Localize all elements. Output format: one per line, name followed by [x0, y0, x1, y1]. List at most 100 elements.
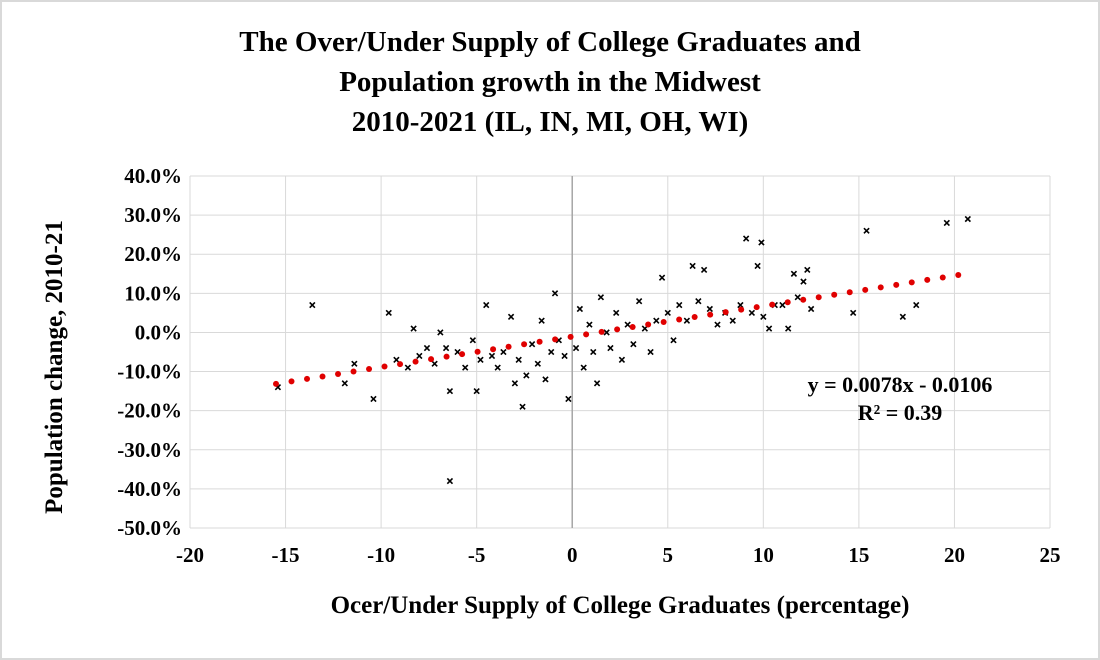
- trendline-dot: [288, 378, 295, 385]
- trendline-dot: [955, 271, 962, 278]
- y-tick-label: 40.0%: [124, 164, 182, 188]
- trendline-dot: [598, 328, 605, 335]
- data-point: [804, 266, 811, 274]
- data-point: [593, 380, 601, 387]
- trendline-dot: [614, 326, 621, 333]
- data-point: [742, 235, 750, 242]
- gridlines: [189, 175, 1051, 529]
- trendline-dot: [769, 301, 776, 308]
- x-tick-label: 0: [567, 543, 578, 567]
- data-point: [494, 364, 501, 371]
- trendline-dot: [784, 299, 791, 306]
- y-tick-label: 30.0%: [124, 203, 182, 227]
- data-point: [534, 360, 541, 367]
- data-points: [274, 215, 971, 485]
- y-axis-ticks: 40.0% 30.0% 20.0% 10.0% 0.0% -10.0% -20.0% -30.…: [117, 164, 182, 540]
- data-point: [597, 294, 605, 301]
- data-point: [658, 274, 666, 281]
- data-point: [446, 387, 454, 395]
- trendline-dot: [490, 346, 497, 353]
- trendline-dot: [304, 375, 311, 382]
- data-point: [586, 321, 593, 328]
- trendline-dot: [908, 279, 915, 286]
- y-tick-label: -30.0%: [117, 438, 182, 462]
- chart-title-line-3: 2010-2021 (IL, IN, MI, OH, WI): [351, 106, 749, 138]
- trendline-dot: [335, 370, 342, 377]
- x-tick-label: 10: [753, 543, 774, 567]
- trendline-dot: [753, 304, 760, 311]
- x-tick-label: 25: [1040, 543, 1061, 567]
- x-tick-label: 20: [944, 543, 965, 567]
- y-tick-label: 10.0%: [124, 281, 182, 305]
- data-point: [785, 325, 792, 332]
- data-point: [385, 309, 392, 317]
- data-point: [341, 380, 348, 387]
- data-point: [507, 313, 515, 320]
- data-point: [488, 352, 496, 360]
- data-point: [309, 301, 316, 309]
- data-point: [624, 321, 631, 328]
- trendline-dot: [428, 356, 435, 363]
- data-point: [899, 313, 907, 320]
- trendline-dot: [660, 318, 667, 325]
- x-tick-label: 5: [663, 543, 674, 567]
- x-axis-ticks: -20 -15 -10 -5 0 5 10 15 20 25: [176, 543, 1061, 567]
- data-point: [603, 329, 610, 336]
- y-tick-label: -50.0%: [117, 516, 182, 540]
- data-point: [511, 380, 519, 387]
- data-point: [477, 356, 484, 363]
- trendline-dot: [474, 348, 481, 355]
- data-point: [551, 290, 559, 297]
- data-point: [469, 337, 477, 344]
- data-point: [670, 337, 677, 344]
- data-point: [473, 387, 480, 395]
- trendline-dot: [443, 353, 450, 360]
- data-point: [790, 270, 798, 277]
- y-tick-label: 0.0%: [135, 320, 182, 344]
- data-point: [483, 301, 490, 309]
- trendline-dot: [505, 343, 512, 350]
- data-point: [572, 344, 580, 352]
- data-point: [528, 341, 536, 348]
- trendline-dot: [567, 333, 574, 340]
- trendline: [273, 271, 962, 387]
- data-point: [590, 348, 597, 356]
- trendline-dot: [831, 291, 838, 298]
- data-point: [462, 364, 469, 371]
- trendline-dot: [583, 331, 590, 338]
- data-point: [794, 294, 801, 301]
- data-point: [351, 360, 358, 367]
- trendline-dot: [552, 336, 559, 343]
- data-point: [523, 372, 530, 379]
- trendline-dot: [815, 294, 822, 301]
- data-point: [548, 348, 555, 356]
- data-point: [618, 356, 626, 363]
- y-tick-label: 20.0%: [124, 242, 182, 266]
- trendline-dot: [381, 363, 388, 370]
- trendline-dot: [800, 296, 807, 303]
- trendline-dot: [707, 311, 714, 318]
- data-point: [607, 344, 614, 352]
- trendline-dot: [366, 366, 373, 373]
- data-point: [404, 364, 412, 371]
- trendline-dot: [536, 338, 543, 345]
- trendline-dot: [412, 358, 419, 365]
- trendline-dot: [893, 281, 900, 288]
- r-squared-label: R² = 0.39: [858, 400, 943, 425]
- data-point: [635, 297, 643, 305]
- data-point: [729, 317, 736, 324]
- data-point: [416, 352, 423, 360]
- data-point: [410, 325, 417, 332]
- data-point: [393, 356, 400, 363]
- data-point: [706, 305, 713, 313]
- x-tick-label: -5: [468, 543, 486, 567]
- trendline-dot: [738, 306, 745, 313]
- chart-title-line-2: Population growth in the Midwest: [339, 66, 761, 98]
- data-point: [800, 278, 807, 285]
- data-point: [913, 301, 920, 309]
- data-point: [423, 344, 431, 352]
- trendline-dot: [877, 284, 884, 291]
- y-axis-label: Population change, 2010-21: [41, 220, 68, 514]
- trendline-dot: [645, 321, 652, 328]
- data-point: [964, 215, 971, 223]
